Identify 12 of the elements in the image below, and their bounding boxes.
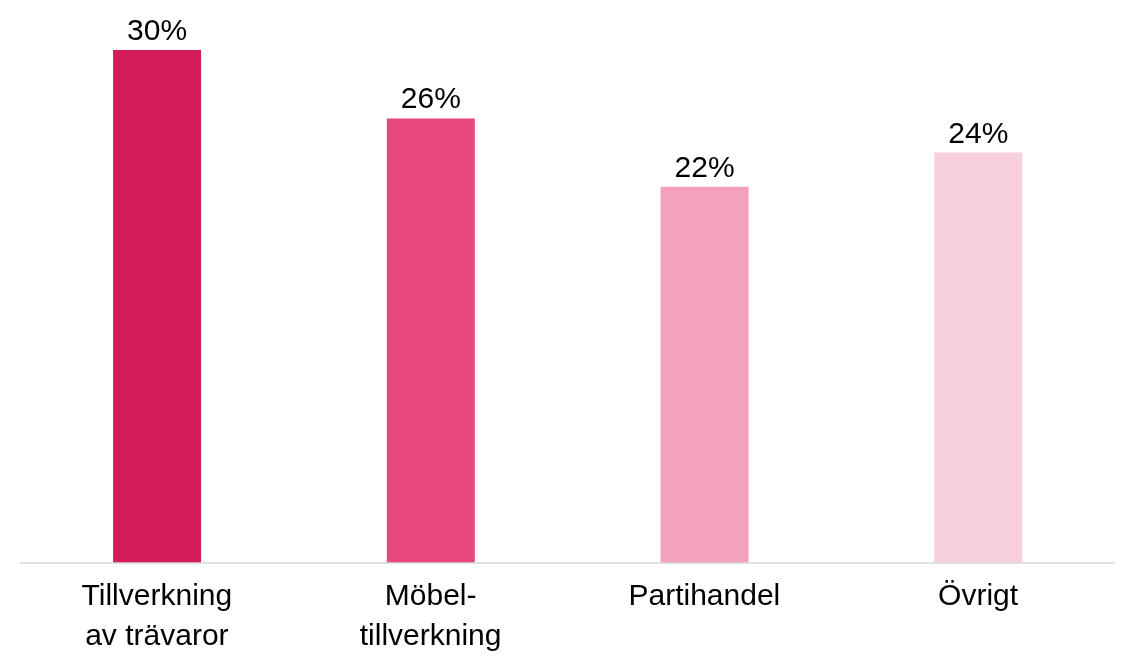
x-tick-label: Tillverkning av trävaror bbox=[81, 578, 233, 651]
data-label: 26% bbox=[400, 81, 461, 115]
bar bbox=[660, 186, 749, 563]
bar bbox=[386, 118, 475, 563]
data-label: 22% bbox=[674, 149, 735, 183]
bar bbox=[934, 152, 1023, 563]
x-tick-label: Möbel- tillverkning bbox=[359, 578, 502, 651]
data-label: 30% bbox=[127, 13, 188, 46]
bar bbox=[113, 50, 202, 563]
x-tick-label: Övrigt bbox=[938, 578, 1019, 611]
x-tick-label: Partihandel bbox=[628, 578, 781, 611]
data-label: 24% bbox=[948, 115, 1009, 149]
